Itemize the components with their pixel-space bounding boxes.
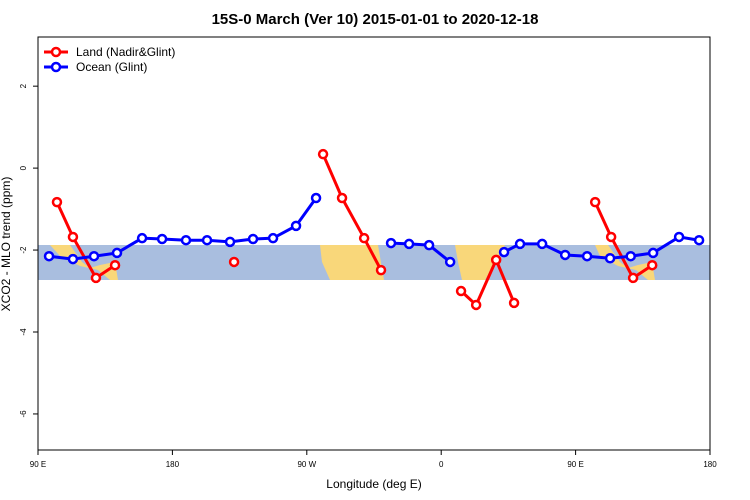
point: [604, 253, 616, 264]
point: [444, 256, 456, 268]
point: [224, 236, 236, 248]
point: [358, 232, 370, 244]
map-land: [455, 245, 505, 280]
point: [111, 247, 123, 259]
point: [336, 192, 348, 204]
point: [581, 250, 593, 262]
x-tick-label: 180: [166, 460, 180, 469]
x-tick-label: 0: [439, 460, 444, 469]
point: [693, 234, 705, 246]
legend-marker: [50, 61, 62, 73]
point: [627, 272, 639, 284]
point: [43, 250, 55, 262]
point: [508, 297, 520, 309]
point: [625, 250, 636, 262]
x-tick-label: 90 W: [297, 460, 316, 469]
point: [156, 233, 168, 245]
point: [67, 231, 79, 243]
point: [385, 237, 397, 249]
point: [67, 253, 79, 265]
point: [605, 231, 617, 243]
x-axis-label: Longitude (deg E): [326, 477, 421, 491]
point: [646, 259, 658, 271]
map-land: [320, 245, 384, 280]
legend-label: Land (Nadir&Glint): [76, 45, 175, 59]
point: [90, 272, 102, 284]
point: [536, 238, 548, 250]
plot-frame: [37, 36, 711, 451]
x-tick-label: 180: [703, 460, 717, 469]
point: [109, 259, 121, 271]
point: [317, 148, 329, 160]
point: [51, 196, 63, 208]
point: [375, 264, 387, 276]
point: [455, 285, 467, 297]
point: [647, 247, 659, 259]
point: [180, 234, 192, 246]
point: [490, 254, 502, 266]
point: [228, 256, 240, 268]
point: [470, 299, 482, 311]
y-tick-label: 2: [19, 83, 28, 88]
point: [310, 192, 322, 204]
y-tick-label: -6: [19, 410, 28, 418]
point: [201, 234, 213, 246]
map-land: [50, 245, 118, 280]
point: [267, 232, 279, 244]
point: [136, 232, 148, 244]
point: [247, 233, 259, 245]
x-tick-label: 90 E: [30, 460, 46, 469]
point: [559, 249, 571, 261]
y-tick-label: -4: [19, 328, 28, 336]
chart-title: 15S-0 March (Ver 10) 2015-01-01 to 2020-…: [212, 11, 539, 28]
point: [514, 238, 526, 250]
point: [88, 250, 100, 262]
point: [423, 239, 435, 251]
legend-label: Ocean (Glint): [76, 60, 147, 74]
x-tick-label: 90 E: [567, 460, 583, 469]
point: [290, 220, 302, 232]
y-axis-label: XCO2 - MLO trend (ppm): [0, 177, 13, 312]
legend-marker: [50, 46, 62, 58]
point: [673, 231, 685, 243]
point: [403, 238, 415, 250]
point: [498, 246, 510, 258]
map-strip: [38, 245, 710, 280]
point: [589, 196, 601, 208]
y-tick-label: 0: [19, 165, 28, 170]
series-line: [55, 153, 654, 308]
y-tick-label: -2: [19, 246, 28, 254]
